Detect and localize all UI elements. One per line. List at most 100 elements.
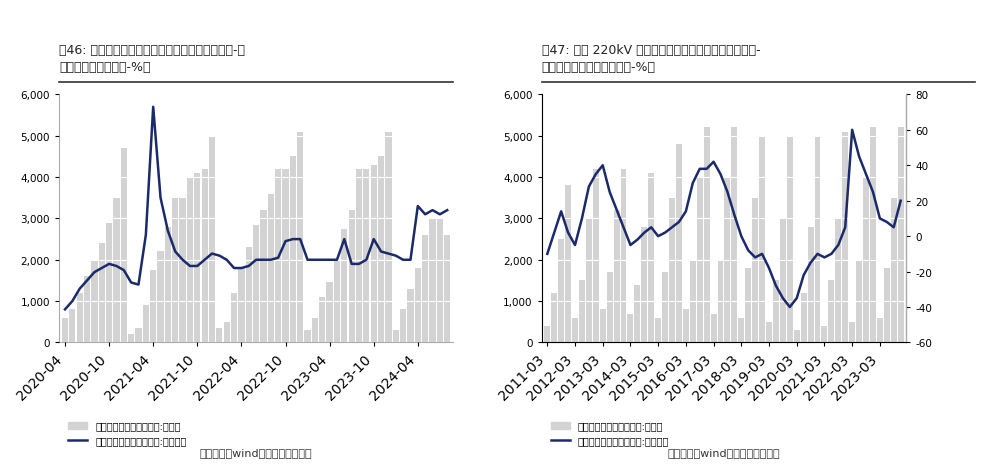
Bar [158,252,164,343]
Bar [120,149,127,343]
Bar [870,128,876,343]
Bar [400,310,406,343]
Bar [572,318,578,343]
Bar [334,260,340,343]
Bar [194,174,200,343]
Legend: 电网基本建设投资完成额:累计值, 电网基本建设投资完成额:累计同比: 电网基本建设投资完成额:累计值, 电网基本建设投资完成额:累计同比 [547,417,673,449]
Bar [378,157,384,343]
Bar [297,132,303,343]
Bar [143,306,149,343]
Bar [164,227,171,343]
Text: 图47: 新增 220kV 及以上变电容量累计（左轴：累计值-: 图47: 新增 220kV 及以上变电容量累计（左轴：累计值- [542,44,760,57]
Bar [253,225,259,343]
Bar [552,293,558,343]
Bar [710,314,716,343]
Bar [260,211,267,343]
Bar [349,211,355,343]
Bar [849,322,855,343]
Bar [586,219,592,343]
Bar [600,310,606,343]
Legend: 电网基本建设投资完成额:累计值, 电网基本建设投资完成额:累计同比: 电网基本建设投资完成额:累计值, 电网基本建设投资完成额:累计同比 [64,417,190,449]
Bar [801,293,807,343]
Bar [356,169,362,343]
Bar [558,239,564,343]
Bar [545,326,551,343]
Bar [746,268,752,343]
Text: 图46: 电网基本建设投资完成累计（左轴：累计值-亿: 图46: 电网基本建设投资完成累计（左轴：累计值-亿 [59,44,245,57]
Bar [877,318,883,343]
Bar [363,169,369,343]
Bar [808,227,814,343]
Bar [683,310,689,343]
Bar [732,128,738,343]
Bar [128,335,134,343]
Bar [690,260,695,343]
Bar [703,128,709,343]
Bar [408,289,414,343]
Bar [835,219,841,343]
Bar [304,330,310,343]
Bar [766,322,772,343]
Bar [890,198,896,343]
Bar [696,178,702,343]
Bar [821,326,827,343]
Text: 数据来源：wind、东吴证券研究所: 数据来源：wind、东吴证券研究所 [668,447,780,457]
Text: 万千伏安；右轴：累计同比-%）: 万千伏安；右轴：累计同比-%） [542,61,656,74]
Bar [759,137,765,343]
Bar [69,310,76,343]
Bar [897,128,903,343]
Bar [84,277,91,343]
Bar [106,223,112,343]
Bar [245,248,252,343]
Bar [319,298,325,343]
Bar [627,314,633,343]
Bar [187,178,193,343]
Bar [842,132,848,343]
Bar [787,137,793,343]
Bar [621,169,626,343]
Bar [422,236,428,343]
Bar [828,281,834,343]
Bar [77,293,83,343]
Bar [641,227,647,343]
Bar [92,260,98,343]
Bar [725,178,731,343]
Bar [884,268,889,343]
Bar [415,268,421,343]
Bar [717,260,723,343]
Bar [634,285,640,343]
Bar [780,219,786,343]
Bar [676,145,682,343]
Bar [179,198,186,343]
Bar [135,328,142,343]
Text: 元；右轴：累计同比-%）: 元；右轴：累计同比-%） [59,61,151,74]
Bar [268,194,274,343]
Bar [370,165,377,343]
Bar [62,318,68,343]
Bar [593,169,599,343]
Bar [662,273,668,343]
Bar [217,328,223,343]
Bar [113,198,119,343]
Bar [739,318,745,343]
Bar [753,198,758,343]
Bar [238,268,244,343]
Bar [565,186,571,343]
Bar [172,198,178,343]
Bar [202,169,208,343]
Bar [607,273,613,343]
Bar [326,283,333,343]
Bar [429,219,435,343]
Bar [224,322,230,343]
Bar [98,244,104,343]
Bar [290,157,296,343]
Bar [773,281,779,343]
Bar [444,236,450,343]
Bar [863,178,869,343]
Bar [209,137,215,343]
Bar [648,174,654,343]
Bar [614,211,620,343]
Bar [815,137,821,343]
Bar [341,229,348,343]
Bar [579,281,585,343]
